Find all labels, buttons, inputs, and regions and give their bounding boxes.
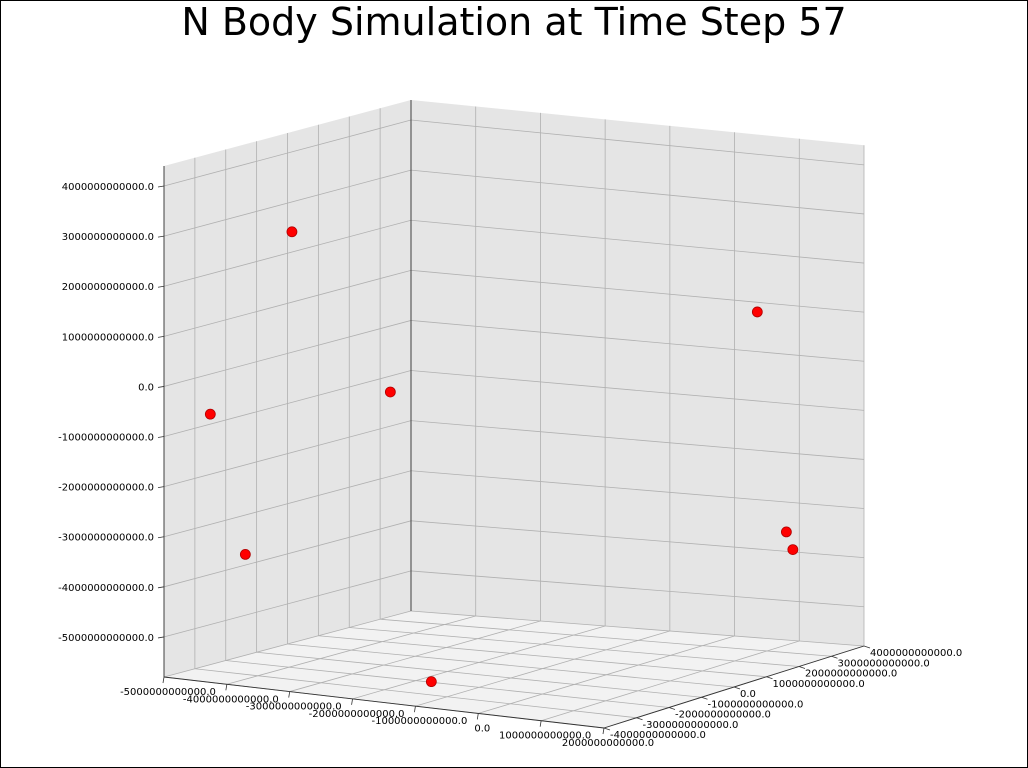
grid-z-right [410, 219, 865, 264]
z-tick-mark [157, 235, 165, 238]
y-tick-mark [636, 717, 643, 721]
x-tick-mark [162, 676, 165, 684]
grid-y-floor [318, 635, 767, 678]
x-tick-mark [225, 684, 228, 691]
z-tick-mark [157, 536, 165, 539]
z-tick-label: -3000000000000.0 [58, 533, 154, 544]
x-tick-label: 0.0 [474, 723, 490, 734]
z-tick-mark [157, 285, 165, 288]
grid-y-floor [380, 618, 832, 657]
z-tick-mark [157, 586, 165, 589]
grid-lines [163, 100, 865, 729]
grid-z-right [410, 119, 865, 166]
grid-z-right [410, 570, 865, 608]
y-tick-mark [831, 655, 838, 659]
grid-z-right [410, 470, 865, 509]
grid-y-floor [194, 668, 637, 719]
z-tick-label: 4000000000000.0 [62, 182, 154, 193]
y-tick-mark [798, 666, 806, 669]
data-point [425, 676, 437, 688]
x-tick-label: -2000000000000.0 [309, 709, 405, 720]
z-tick-mark [157, 636, 165, 639]
grid-y-floor [225, 660, 670, 708]
y-tick-label: -1000000000000.0 [708, 699, 804, 710]
x-tick-mark [476, 713, 479, 720]
z-tick-mark [157, 185, 165, 188]
y-tick-label: -3000000000000.0 [643, 720, 739, 731]
z-tick-label: 0.0 [138, 382, 154, 393]
y-tick-mark [733, 686, 741, 690]
grid-y-floor [256, 651, 702, 698]
y-tick-label: 3000000000000.0 [838, 658, 930, 669]
x-tick-label: -1000000000000.0 [371, 716, 467, 727]
tick-labels: 4000000000000.03000000000000.02000000000… [58, 182, 962, 749]
data-point [204, 408, 216, 420]
z-tick-mark [157, 436, 165, 438]
data-point [787, 544, 799, 555]
data-point [384, 386, 396, 398]
z-tick-label: 2000000000000.0 [62, 282, 154, 293]
y-tick-mark [668, 707, 676, 710]
y-tick-label: -4000000000000.0 [610, 730, 706, 741]
x-tick-label: -3000000000000.0 [246, 702, 342, 713]
x-tick-mark [602, 727, 605, 735]
x-tick-label: 2000000000000.0 [562, 738, 654, 749]
axes-panes [164, 100, 864, 728]
z-tick-label: -2000000000000.0 [58, 483, 154, 494]
x-tick-label: 1000000000000.0 [499, 731, 591, 742]
x-tick-mark [288, 691, 291, 698]
x-tick-label: -4000000000000.0 [183, 694, 279, 705]
data-point [780, 526, 792, 538]
z-tick-mark [157, 486, 165, 489]
x-tick-mark [351, 698, 353, 705]
z-tick-label: -1000000000000.0 [58, 433, 154, 444]
grid-z-right [410, 269, 865, 313]
z-tick-label: 3000000000000.0 [62, 232, 154, 243]
z-tick-label: 1000000000000.0 [62, 332, 154, 343]
data-point [751, 306, 763, 318]
y-tick-label: 1000000000000.0 [773, 679, 865, 690]
grid-z-right [410, 420, 865, 460]
grid-y-floor [410, 610, 865, 647]
z-tick-label: -4000000000000.0 [58, 583, 154, 594]
grid-z-right [410, 370, 865, 411]
grid-y-floor [349, 627, 800, 667]
x-tick-mark [414, 706, 416, 713]
data-points [204, 226, 799, 688]
pane-right [411, 100, 864, 646]
pane-floor [164, 611, 864, 728]
z-tick-mark [157, 335, 165, 338]
data-point [239, 548, 251, 560]
x-tick-label: -5000000000000.0 [120, 687, 216, 698]
y-tick-mark [863, 645, 871, 649]
grid-y-floor [287, 643, 735, 688]
data-point [286, 226, 298, 238]
grid-z-right [410, 169, 865, 215]
y-tick-mark [766, 676, 773, 680]
y-tick-mark [603, 727, 611, 731]
y-tick-label: 4000000000000.0 [870, 648, 962, 659]
grid-z-right [410, 320, 865, 362]
edge-x-axis [163, 676, 605, 729]
z-tick-label: -5000000000000.0 [58, 633, 154, 644]
y-tick-label: -2000000000000.0 [675, 710, 771, 721]
y-tick-label: 0.0 [740, 689, 756, 700]
axis-edges [157, 100, 871, 735]
y-tick-label: 2000000000000.0 [805, 669, 897, 680]
x-tick-mark [539, 720, 542, 727]
y-tick-mark [701, 696, 708, 700]
z-tick-mark [157, 386, 165, 388]
chart-title: N Body Simulation at Time Step 57 [181, 0, 847, 44]
